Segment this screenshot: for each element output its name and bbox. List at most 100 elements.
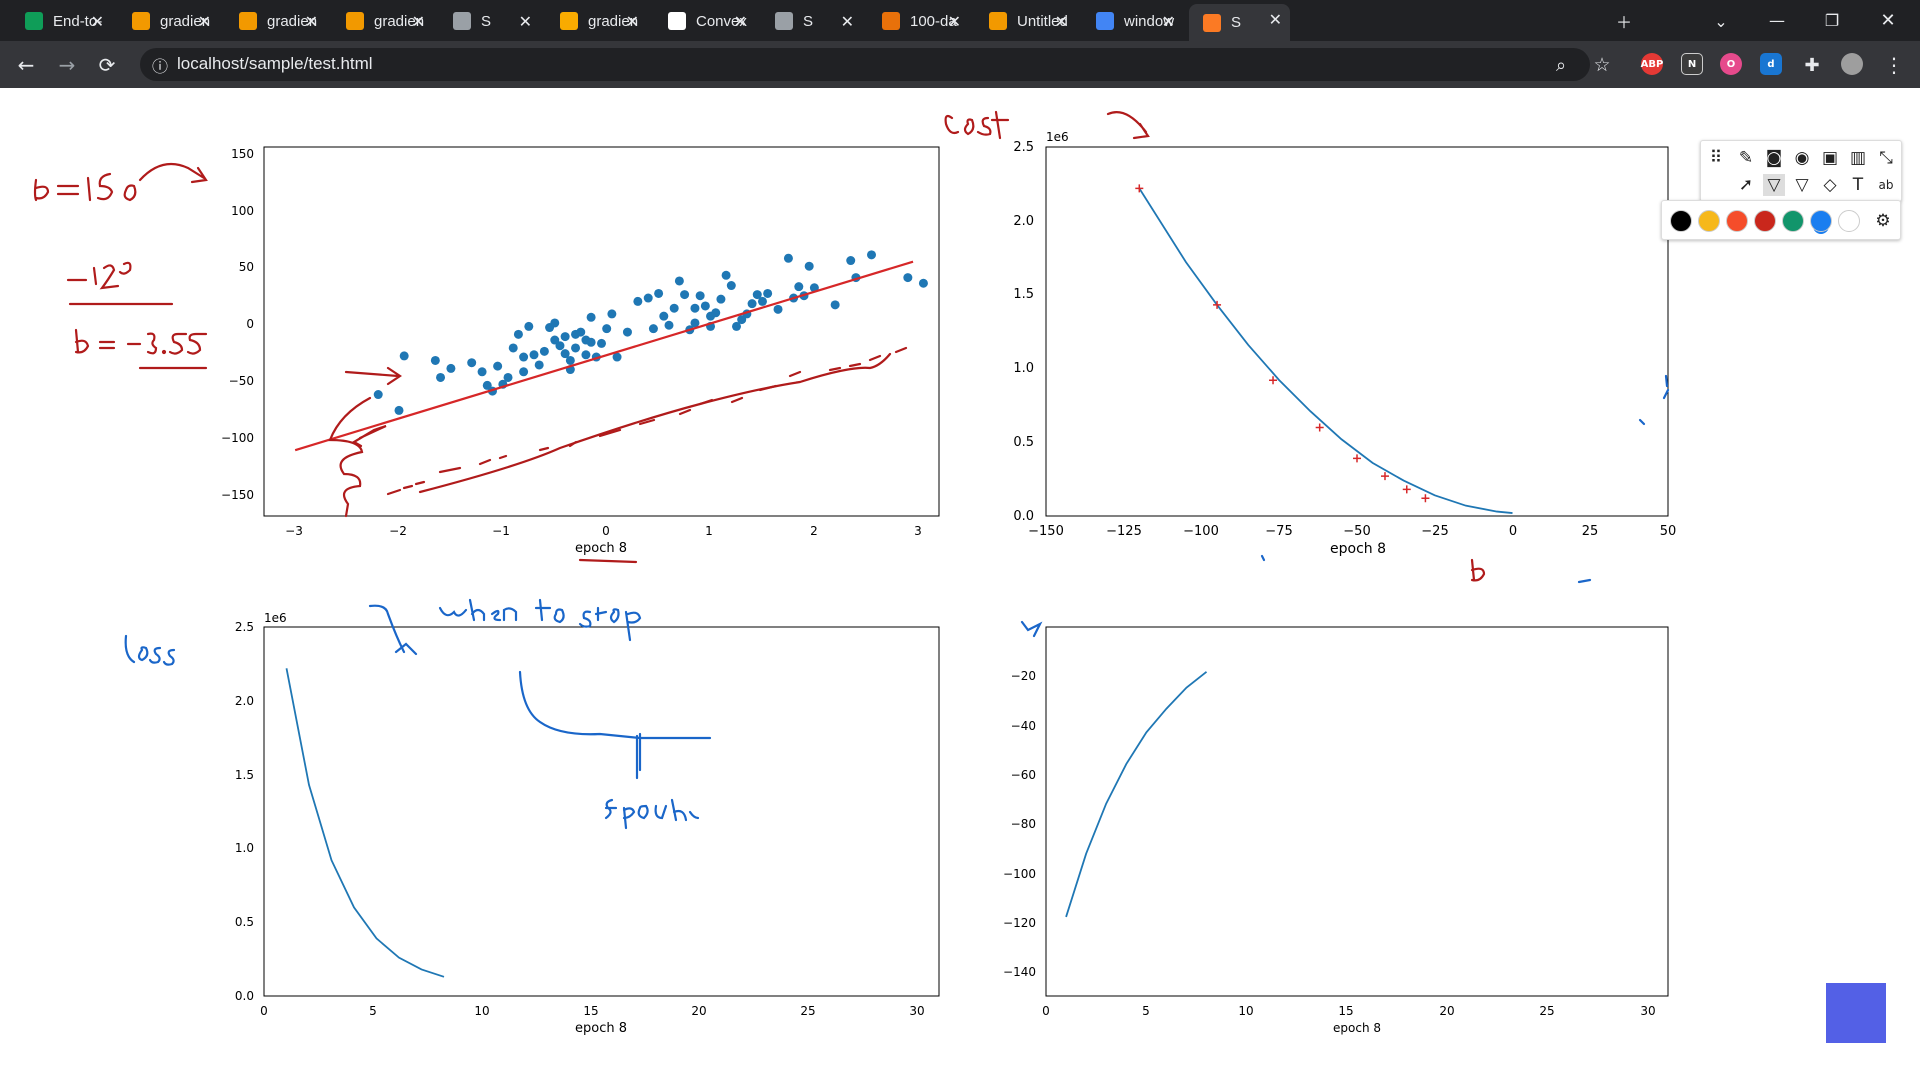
tab-title: End-to- [53,12,103,30]
scatter-y-tick: −50 [229,374,254,388]
pointer-icon[interactable]: ➚ [1738,175,1754,195]
save-icon[interactable]: ▣ [1821,148,1839,168]
close-tab-icon[interactable]: ✕ [733,14,747,31]
scatter-plot-frame [263,146,940,517]
browser-tab[interactable]: gradien ✕ [332,6,433,36]
scatter-point [669,303,679,313]
book-icon [989,12,1007,30]
color-swatch-black[interactable] [1670,210,1692,232]
scatter-point [607,309,617,319]
move-handle-icon[interactable]: ⠿ [1709,148,1723,168]
close-tab-icon[interactable]: ✕ [947,14,961,31]
browser-tab[interactable]: gradien ✕ [118,6,219,36]
text-icon[interactable]: T [1852,175,1864,195]
new-tab-button[interactable]: ＋ [1615,13,1632,32]
tab-search-icon[interactable]: ⌄ [1714,11,1728,31]
browser-tab[interactable]: gradien ✕ [225,6,326,36]
scatter-point [534,360,544,370]
extensions-puzzle-icon[interactable]: ✚ [1804,54,1820,76]
scatter-point [659,311,669,321]
eye-icon[interactable]: ◉ [1794,148,1810,168]
color-swatch-white[interactable] [1838,210,1860,232]
abc-icon[interactable]: ab [1878,178,1894,192]
color-swatch-green[interactable] [1782,210,1804,232]
scatter-point [726,281,736,291]
b-y-tick: −100 [1003,867,1036,881]
close-tab-icon[interactable]: ✕ [1161,14,1175,31]
browser-tab[interactable]: Untitled ✕ [975,6,1076,36]
scatter-point [783,253,793,263]
loss-x-tick: 0 [260,1004,268,1018]
scatter-point [586,337,596,347]
adblock-extension-icon[interactable]: ABP [1641,53,1663,75]
close-tab-icon[interactable]: ✕ [1268,12,1282,29]
collapse-icon[interactable]: ⤡ [1879,148,1893,168]
tab-title: window [1124,12,1175,30]
cost-x-tick: 50 [1660,524,1677,539]
tab-title: S [803,12,814,30]
notes-extension-icon[interactable]: N [1681,53,1703,75]
eraser-icon[interactable]: ◇ [1823,175,1837,195]
color-swatch-yellow[interactable] [1698,210,1720,232]
scatter-point [711,308,721,318]
menu-kebab-icon[interactable]: ⋮ [1884,53,1904,77]
close-tab-icon[interactable]: ✕ [518,14,532,31]
tab-title: Convex [696,12,747,30]
marker-icon[interactable]: ▽ [1795,175,1809,195]
close-tab-icon[interactable]: ✕ [625,14,639,31]
scatter-point [519,352,529,362]
zoom-icon[interactable]: ⌕ [1555,54,1567,76]
close-window-button[interactable]: ✕ [1880,9,1896,31]
bookmark-star-icon[interactable]: ☆ [1593,54,1611,76]
profile-avatar[interactable] [1841,53,1863,75]
cost-marker [1421,494,1430,503]
google-icon [1096,12,1114,30]
tab-title: gradien [588,12,639,30]
close-tab-icon[interactable]: ✕ [197,14,211,31]
b-x-tick: 20 [1439,1004,1454,1018]
scatter-point [493,361,503,371]
color-swatch-orange[interactable] [1726,210,1748,232]
site-info-icon[interactable]: ⓘ [151,57,168,76]
scatter-point [394,405,404,415]
close-tab-icon[interactable]: ✕ [304,14,318,31]
forward-icon[interactable]: → [58,53,76,77]
close-tab-icon[interactable]: ✕ [840,14,854,31]
highlighter-icon[interactable]: ▽ [1763,174,1785,196]
back-icon[interactable]: ← [17,53,35,77]
b-x-tick: 25 [1539,1004,1554,1018]
xampp-icon [1203,13,1221,32]
close-tab-icon[interactable]: ✕ [1054,14,1068,31]
reload-icon[interactable]: ⟳ [98,53,116,77]
browser-tab[interactable]: 100-da ✕ [868,6,969,36]
scatter-point [565,355,575,365]
browser-tab[interactable]: S ✕ [761,6,862,36]
restore-window-button[interactable]: ❐ [1824,10,1840,30]
browser-tab[interactable]: gradien ✕ [546,6,647,36]
address-bar[interactable] [140,48,1590,81]
series-line [285,668,445,978]
cost-x-tick: −150 [1028,524,1064,539]
camera-icon[interactable]: ◙ [1765,148,1783,168]
color-swatch-red[interactable] [1754,210,1776,232]
scatter-y-tick: −150 [221,488,254,502]
color-swatch-blue[interactable] [1810,210,1832,232]
trash-icon[interactable]: ▥ [1849,148,1867,168]
close-tab-icon[interactable]: ✕ [411,14,425,31]
pen-icon[interactable]: ✎ [1738,148,1754,168]
screen-recorder-extension-icon[interactable]: O [1720,53,1742,75]
tab-title: Untitled [1017,12,1068,30]
close-tab-icon[interactable]: ✕ [90,14,104,31]
settings-gear-icon[interactable]: ⚙ [1875,211,1891,231]
minimize-window-button[interactable]: — [1769,10,1785,30]
browser-tab[interactable]: S ✕ [439,6,540,36]
cost-plot-frame [1045,146,1669,517]
webcam-thumbnail [1826,983,1886,1043]
b-y-tick: −60 [1011,768,1036,782]
browser-tab[interactable]: End-to- ✕ [11,6,112,36]
browser-tab[interactable]: S ✕ [1189,4,1290,41]
dictionary-extension-icon[interactable]: d [1760,53,1782,75]
scatter-point [477,367,487,377]
browser-tab[interactable]: window ✕ [1082,6,1183,36]
browser-tab[interactable]: Convex ✕ [654,6,755,36]
